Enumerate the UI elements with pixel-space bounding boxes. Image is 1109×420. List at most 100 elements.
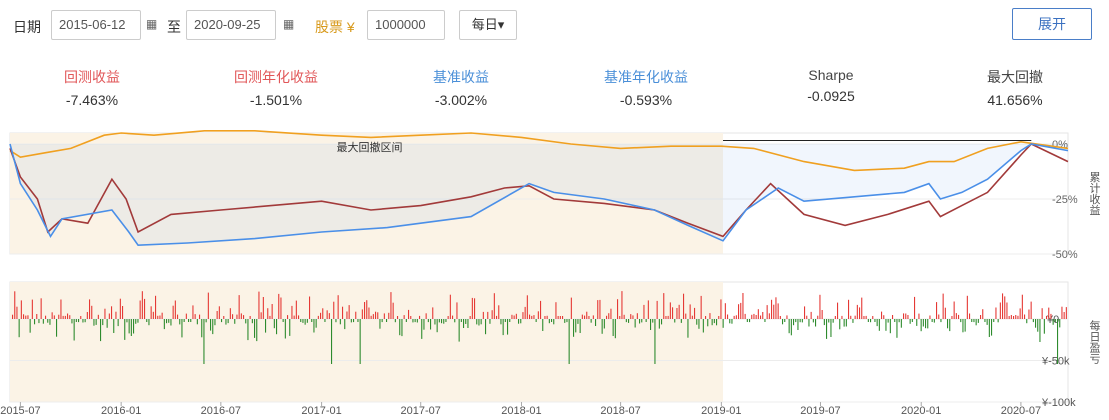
loss-bar bbox=[265, 319, 267, 333]
to-label: 至 bbox=[167, 19, 181, 35]
profit-bar bbox=[768, 313, 770, 319]
loss-bar bbox=[962, 319, 964, 333]
loss-bar bbox=[520, 319, 522, 324]
loss-bar bbox=[674, 319, 676, 323]
loss-bar bbox=[595, 319, 597, 326]
loss-bar bbox=[911, 319, 913, 322]
profit-bar bbox=[918, 313, 920, 319]
loss-bar bbox=[566, 319, 568, 323]
loss-bar bbox=[573, 319, 575, 337]
x-tick-label: 2017-07 bbox=[401, 405, 441, 417]
profit-bar bbox=[958, 314, 960, 319]
stat-value: -0.593% bbox=[619, 92, 673, 108]
loss-bar bbox=[335, 319, 337, 323]
profit-bar bbox=[685, 313, 687, 319]
loss-bar bbox=[504, 319, 506, 322]
profit-bar bbox=[581, 314, 583, 319]
loss-bar bbox=[478, 319, 480, 326]
profit-bar bbox=[293, 315, 295, 319]
loss-bar bbox=[782, 319, 784, 325]
loss-bar bbox=[749, 319, 751, 323]
loss-bar bbox=[102, 319, 104, 326]
profit-bar bbox=[806, 315, 808, 319]
drawdown-annotation: 最大回撤区间 bbox=[337, 140, 403, 154]
profit-bar bbox=[287, 315, 289, 319]
loss-bar bbox=[568, 319, 570, 364]
profit-bar bbox=[390, 292, 392, 319]
x-tick-label: 2016-07 bbox=[201, 405, 241, 417]
profit-bar bbox=[298, 315, 300, 319]
profit-bar bbox=[738, 304, 740, 319]
x-tick-label: 2019-07 bbox=[800, 405, 840, 417]
loss-bar bbox=[196, 319, 198, 325]
profit-bar bbox=[907, 315, 909, 319]
profit-bar bbox=[709, 313, 711, 319]
profit-bar bbox=[383, 313, 385, 319]
profit-bar bbox=[403, 315, 405, 319]
calendar-icon[interactable]: ▦ bbox=[283, 17, 295, 31]
profit-bar bbox=[31, 299, 33, 319]
profit-bar bbox=[865, 315, 867, 319]
profit-bar bbox=[291, 305, 293, 319]
loss-bar bbox=[826, 319, 828, 339]
loss-bar bbox=[166, 319, 168, 324]
profit-bar bbox=[757, 309, 759, 319]
loss-bar bbox=[542, 319, 544, 331]
loss-bar bbox=[434, 319, 436, 325]
profit-bar bbox=[817, 315, 819, 319]
loss-bar bbox=[289, 319, 291, 336]
loss-bar bbox=[509, 319, 511, 322]
profit-bar bbox=[157, 315, 159, 319]
loss-bar bbox=[925, 319, 927, 329]
profit-bar bbox=[854, 315, 856, 319]
profit-bar bbox=[262, 297, 264, 319]
profit-bar bbox=[119, 298, 121, 319]
loss-bar bbox=[896, 319, 898, 338]
profit-bar bbox=[408, 309, 410, 319]
loss-bar bbox=[812, 319, 814, 323]
profit-bar bbox=[810, 311, 812, 319]
end-date-input[interactable]: 2020-09-25 bbox=[186, 10, 276, 40]
loss-bar bbox=[436, 319, 438, 333]
loss-bar bbox=[746, 319, 748, 322]
profit-bar bbox=[258, 291, 260, 319]
loss-bar bbox=[711, 319, 713, 326]
frequency-select[interactable]: 每日▾ bbox=[459, 10, 517, 40]
loss-bar bbox=[412, 319, 414, 323]
loss-bar bbox=[18, 319, 20, 338]
amount-input[interactable]: 1000000 bbox=[367, 10, 445, 40]
profit-bar bbox=[36, 314, 38, 319]
stat-value: -3.002% bbox=[434, 92, 488, 108]
expand-button[interactable]: 展开 bbox=[1012, 8, 1092, 40]
profit-bar bbox=[469, 316, 471, 319]
profit-bar bbox=[531, 315, 533, 319]
loss-bar bbox=[940, 319, 942, 323]
profit-bar bbox=[425, 313, 427, 319]
stat-title: 回测年化收益 bbox=[234, 69, 318, 85]
loss-bar bbox=[885, 319, 887, 331]
loss-bar bbox=[1039, 319, 1041, 342]
loss-bar bbox=[553, 319, 555, 325]
profit-bar bbox=[317, 315, 319, 319]
loss-bar bbox=[900, 319, 902, 328]
profit-bar bbox=[533, 315, 535, 319]
loss-bar bbox=[1037, 319, 1039, 332]
loss-bar bbox=[645, 319, 647, 322]
stat-3: 基准年化收益 -0.593% bbox=[576, 67, 716, 108]
loss-bar bbox=[84, 319, 86, 323]
loss-bar bbox=[256, 319, 258, 342]
loss-bar bbox=[386, 319, 388, 322]
profit-bar bbox=[779, 316, 781, 319]
profit-bar bbox=[872, 316, 874, 319]
calendar-icon[interactable]: ▦ bbox=[146, 17, 158, 31]
profit-bar bbox=[597, 300, 599, 319]
loss-bar bbox=[614, 319, 616, 339]
loss-bar bbox=[799, 319, 801, 323]
loss-bar bbox=[82, 319, 84, 323]
loss-bar bbox=[603, 319, 605, 329]
loss-bar bbox=[815, 319, 817, 327]
loss-bar bbox=[1052, 319, 1054, 325]
excess-line bbox=[9, 130, 1069, 172]
loss-bar bbox=[47, 319, 49, 323]
start-date-input[interactable]: 2015-06-12 bbox=[51, 10, 141, 40]
